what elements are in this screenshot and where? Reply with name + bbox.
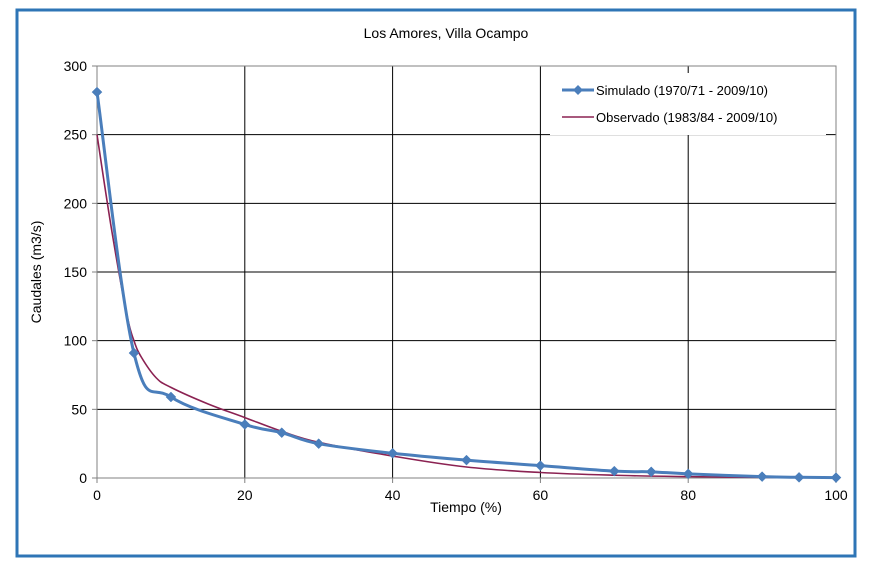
data-point-simulado: [461, 454, 472, 466]
data-point-simulado: [128, 347, 140, 359]
x-tick-label: 20: [237, 487, 253, 503]
data-point-simulado: [387, 447, 398, 459]
data-point-simulado: [535, 460, 546, 471]
x-tick-label: 80: [680, 487, 696, 503]
y-tick-label: 250: [64, 127, 88, 143]
legend-marker-simulado: [573, 85, 583, 95]
x-tick-label: 40: [385, 487, 401, 503]
data-point-simulado: [830, 472, 842, 483]
y-tick-label: 100: [64, 333, 88, 349]
y-axis-label: Caudales (m3/s): [28, 221, 44, 324]
data-point-simulado: [682, 468, 694, 480]
series-line-simulado: [95, 91, 837, 480]
x-tick-label: 0: [93, 487, 101, 503]
data-point-simulado: [645, 466, 657, 478]
y-axis-ticks: 0 50 100 150 200 250 300: [64, 58, 97, 486]
legend: Simulado (1970/71 - 2009/10) Observado (…: [550, 73, 826, 135]
data-point-simulado: [91, 86, 103, 98]
legend-box: [550, 73, 826, 135]
data-point-simulado: [608, 465, 620, 477]
chart-title: Los Amores, Villa Ocampo: [364, 25, 529, 41]
series-layer: [91, 86, 842, 483]
y-tick-label: 200: [64, 195, 88, 211]
data-point-simulado: [793, 471, 805, 483]
x-axis-label: Tiempo (%): [430, 499, 502, 515]
legend-label-observado: Observado (1983/84 - 2009/10): [596, 110, 777, 125]
series-line-observado: [96, 134, 837, 479]
data-point-simulado: [313, 438, 325, 450]
data-point-simulado: [756, 471, 768, 482]
x-axis-ticks: 0 20 40 60 80 100: [93, 478, 848, 503]
data-point-simulado: [239, 419, 251, 430]
x-tick-label: 100: [824, 487, 848, 503]
data-point-simulado: [165, 391, 177, 403]
legend-label-simulado: Simulado (1970/71 - 2009/10): [596, 83, 768, 98]
y-tick-label: 150: [64, 264, 88, 280]
data-point-simulado: [276, 427, 288, 439]
x-tick-label: 60: [533, 487, 549, 503]
y-tick-label: 0: [79, 470, 87, 486]
y-tick-label: 300: [64, 58, 88, 74]
y-tick-label: 50: [71, 401, 87, 417]
